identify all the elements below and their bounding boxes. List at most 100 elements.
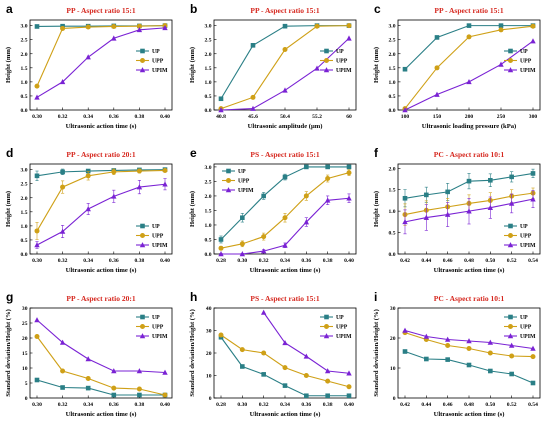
data-point [487,204,494,211]
y-tick-label: 3.0 [389,24,396,30]
series-line [404,25,533,70]
data-point [240,364,245,369]
legend-label: UPIM [152,334,168,340]
data-point [282,339,288,346]
data-point [423,333,430,339]
x-tick-label: 0.50 [485,402,495,408]
legend-label: UPP [152,59,164,65]
data-point [34,334,40,339]
x-tick-label: 0.36 [301,402,311,408]
y-tick-label: 0 [25,396,28,402]
x-tick-label: 0.54 [528,258,538,264]
x-tick-label: 60 [346,114,352,120]
data-point [466,346,472,351]
data-point [498,61,504,67]
panel-letter: f [374,146,379,160]
panel-letter: b [190,2,197,16]
data-point [85,356,91,362]
data-point [111,169,117,175]
legend-marker [140,48,145,54]
x-tick-label: 0.30 [237,258,247,264]
data-point [530,171,536,176]
data-point [402,107,408,113]
data-point [509,353,515,359]
panel-i: i PC - Aspect ratio 10:1 0.42 0.44 0.46 0.48 0… [373,290,541,418]
y-tick-label: 1.5 [21,66,28,72]
data-point [85,24,91,30]
data-point [466,23,472,28]
data-point [488,177,493,183]
data-point [346,370,352,376]
legend-label: UP [520,224,528,230]
legend-label: UPIM [520,334,536,340]
data-point [402,218,408,225]
data-point [304,393,309,399]
series-line [36,336,166,396]
data-point [59,78,66,85]
series-line [36,169,166,232]
data-point [423,214,430,220]
data-point [60,169,65,175]
data-point [303,193,309,199]
x-tick-label: 0.40 [160,258,170,264]
data-point [111,392,117,398]
legend: UP UPP UPIM [504,223,536,249]
y-axis-label: Height (mm) [189,191,196,227]
x-tick-label: 0.44 [421,402,431,408]
y-tick-label: 0.0 [21,252,28,258]
panel-f: f PC - Aspect ratio 10:1 0.42 0.44 0.46 0.48 0… [373,146,541,274]
series-UPIM [34,24,168,100]
legend-marker [508,223,513,229]
data-point [530,345,536,351]
x-tick-label: 0.36 [109,402,119,408]
x-tick-label: 0.34 [83,402,93,408]
x-tick-label: 0.36 [109,258,119,264]
data-point [487,350,493,356]
data-point [509,174,514,180]
x-tick-label: 0.34 [280,402,290,408]
data-point [111,193,117,199]
legend-label: UP [152,49,160,55]
x-tick-label: 0.48 [464,402,474,408]
y-tick-label: 0.5 [21,94,28,100]
x-tick-label: 0.32 [259,258,269,264]
data-point [136,26,143,33]
x-tick-label: 0.32 [58,402,68,408]
data-point [162,369,168,375]
legend-label: UPP [520,325,532,331]
legend-label: UP [520,315,528,321]
data-point [466,362,472,368]
legend-marker [507,242,514,248]
data-point [34,228,40,234]
x-axis-label: Ultrasonic loading pressure (kPa) [422,123,516,130]
data-point [162,167,168,173]
data-point [282,215,288,221]
x-axis-label: Ultrasonic action time (s) [66,411,137,418]
data-point [260,309,267,315]
data-point [60,385,65,390]
series-UP [402,349,536,386]
legend-label: UPP [336,325,348,331]
y-tick-label: 1.0 [21,224,28,230]
x-axis-label: Ultrasonic action time (s) [434,267,505,274]
panel-title: PP - Aspect ratio 15:1 [434,6,503,15]
x-tick-label: 0.40 [160,402,170,408]
data-point [282,174,288,180]
data-point [218,245,224,251]
series-UPP [34,23,168,89]
x-tick-label: 0.28 [216,402,226,408]
data-point [488,368,493,374]
x-tick-label: 0.34 [280,258,290,264]
x-tick-label: 0.32 [58,114,68,120]
series-UPIM [402,327,536,351]
y-tick-label: 10 [22,366,28,372]
legend-marker [508,58,513,63]
x-tick-label: 0.30 [32,402,42,408]
y-tick-label: 30 [206,329,212,335]
data-point [402,327,408,333]
y-tick-label: 0.0 [205,108,212,114]
x-tick-label: 0.42 [400,258,410,264]
y-tick-label: 0.0 [21,108,28,114]
legend-marker [507,67,514,73]
